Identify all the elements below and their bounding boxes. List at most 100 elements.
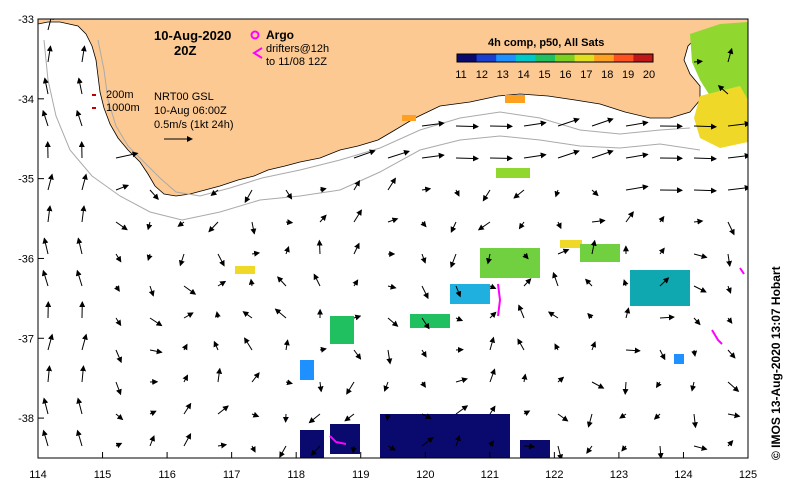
current-arrow [244,189,253,203]
current-arrow [217,405,229,415]
colorbar-swatch [633,54,654,62]
lat-tick-label: -38 [18,413,34,425]
current-arrow [659,277,670,287]
current-arrow [556,221,562,230]
plot-frame [37,18,749,459]
drifters-label-line1: drifters@12h [266,43,329,55]
current-arrow [591,189,599,197]
current-arrow [80,205,87,223]
current-arrow [387,177,396,191]
current-arrow [727,47,734,63]
current-arrow [591,117,614,127]
colorbar-swatch [476,54,497,62]
current-arrow [76,397,83,415]
current-arrow [183,433,192,447]
current-arrow [316,239,323,255]
current-arrow [521,373,528,383]
current-arrow [244,337,253,351]
colorbar-swatch [594,54,615,62]
current-arrow [384,413,391,421]
current-arrow [46,365,53,383]
current-arrow [420,381,426,388]
colorbar-swatch [535,54,556,62]
colorbar-tick-label: 14 [518,69,530,81]
current-arrow [489,336,496,351]
current-arrow [208,221,219,233]
current-arrow [216,367,223,383]
current-arrow [657,445,664,458]
current-arrow [693,155,717,162]
colorbar-tick-label: 15 [538,69,550,81]
current-arrow [149,317,163,327]
current-arrow [182,374,188,383]
current-arrow [283,339,290,351]
longitude-axis: 114 115 116 117 118 119 120 121 122 123 124 125 [29,452,757,481]
current-arrow [352,279,359,287]
current-arrow [251,372,260,383]
current-arrow [353,349,362,360]
current-arrow [658,215,665,223]
current-arrow [149,189,159,200]
current-arrow [625,184,649,191]
lat-tick-label: -37 [18,333,34,345]
current-arrow [217,253,225,267]
current-arrow [693,285,707,293]
current-arrow [421,186,432,193]
current-arrow [455,377,468,384]
current-arrow [285,189,293,200]
current-arrow [586,445,593,454]
current-arrow [421,285,429,300]
current-arrow [691,349,698,357]
current-arrow [319,214,327,223]
current-arrow [317,381,324,393]
current-arrow [619,412,627,419]
current-arrow [547,311,559,319]
current-arrow [455,285,462,298]
current-arrow [590,341,597,351]
current-arrow [387,217,399,224]
current-arrow [557,248,570,255]
current-arrow [353,242,360,255]
current-arrow [523,443,536,450]
current-arrow [488,440,495,447]
current-arrow [80,45,87,63]
colorbar-tick-label: 12 [476,69,488,81]
current-arrow [285,219,294,226]
lat-tick-label: -35 [18,174,34,186]
lat-tick-label: -33 [18,14,34,26]
current-arrow [693,317,701,326]
current-arrow [590,239,597,255]
current-arrow [42,397,49,415]
current-arrow [47,173,54,191]
current-arrow [693,445,708,451]
lat-tick-label: -36 [18,253,34,265]
current-arrow [251,411,260,418]
current-arrow [482,189,491,202]
current-arrow [353,149,376,159]
current-arrow [346,381,355,395]
current-arrow [523,120,547,127]
lat-tick-label: -34 [18,94,34,106]
current-arrow [554,343,560,351]
contour-200-label: 200m [106,89,134,101]
current-arrow [420,220,427,228]
current-arrow [387,444,397,451]
scale-label: 0.5m/s (1kt 24h) [154,119,233,131]
current-arrow [420,253,427,264]
current-arrow [115,317,122,327]
current-arrow [115,184,130,191]
current-arrow [726,285,732,294]
sst-yellow-patch [694,86,748,148]
current-arrow [727,185,748,191]
current-arrow [489,311,497,319]
current-arrow [115,221,128,231]
current-arrow [557,413,569,422]
current-arrow [517,304,525,319]
current-arrow [454,189,460,197]
current-arrow [517,338,525,351]
current-arrow [455,155,479,162]
current-arrow [591,149,614,159]
current-arrow [213,340,220,351]
current-arrow [387,149,410,159]
current-arrow [591,218,606,225]
